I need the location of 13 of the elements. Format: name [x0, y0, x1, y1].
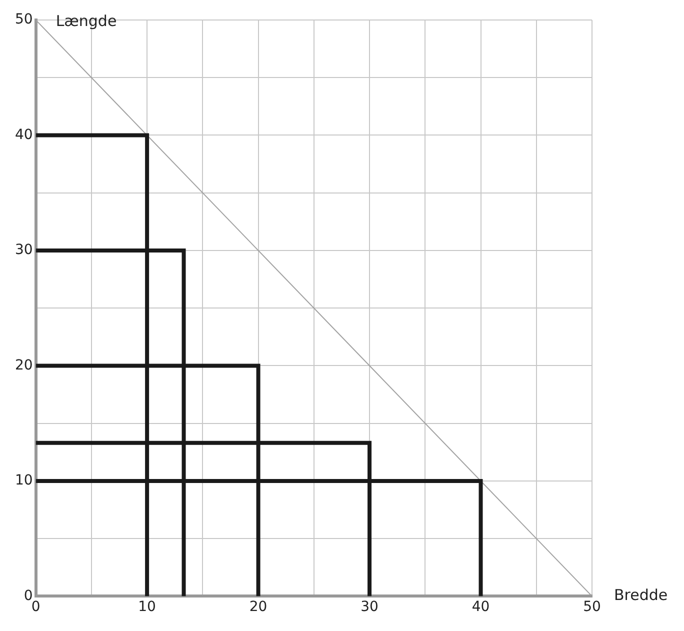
x-tick-label: 30 [360, 599, 378, 616]
y-tick-label: 50 [14, 12, 33, 28]
y-tick-label: 10 [14, 472, 33, 489]
x-tick-label: 40 [472, 599, 490, 616]
y-tick-label: 20 [14, 357, 33, 374]
x-tick-label: 20 [249, 599, 268, 616]
y-tick-label: 0 [24, 588, 33, 604]
x-tick-label: 50 [583, 599, 601, 616]
y-tick-label: 30 [14, 242, 33, 258]
y-tick-label: 40 [14, 126, 33, 143]
y-axis-title: Længde [56, 12, 117, 30]
x-axis-title: Bredde [614, 586, 668, 604]
x-tick-label: 10 [138, 599, 156, 616]
